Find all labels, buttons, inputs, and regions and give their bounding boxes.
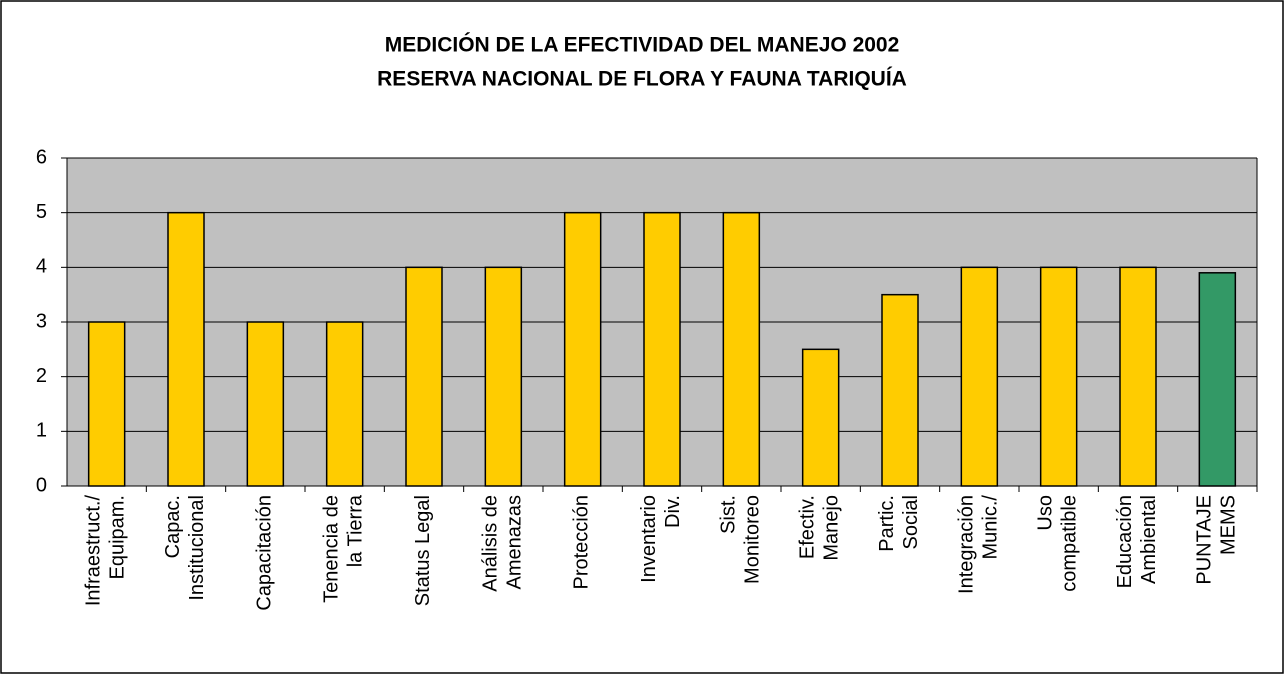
bar: [1119, 266, 1157, 487]
bar: [881, 293, 919, 487]
y-tick-label: 5: [36, 201, 47, 223]
bar: [325, 321, 364, 487]
bar: [801, 348, 840, 487]
x-tick-label: Sist. Monitoreo: [718, 495, 764, 584]
x-tick-label: Tenencia de la Tierra: [321, 494, 367, 603]
y-tick-label: 6: [36, 146, 47, 168]
y-tick-label: 3: [36, 310, 47, 332]
chart-title: MEDICIÓN DE LA EFECTIVIDAD DEL MANEJO 20…: [385, 33, 900, 57]
x-tick-label: Análisis de Amenazas: [480, 495, 526, 592]
chart-subtitle: RESERVA NACIONAL DE FLORA Y FAUNA TARIQU…: [377, 68, 907, 91]
x-tick-label: Uso compatible: [1035, 495, 1081, 592]
x-tick-label: Efectiv. Manejo: [797, 495, 843, 561]
x-tick-label: Integración Munic./: [956, 495, 1002, 594]
x-tick-label: Educación Ambiental: [1114, 495, 1160, 588]
y-tick-label: 0: [36, 474, 47, 496]
y-tick-label: 4: [36, 256, 47, 278]
bar: [563, 211, 602, 487]
x-tick-label: PUNTAJE MEMS: [1194, 495, 1240, 585]
bar: [167, 211, 205, 487]
bar: [1039, 266, 1078, 487]
bar: [87, 321, 126, 487]
bar: [484, 266, 523, 487]
x-tick-label: Inventario Div.: [638, 495, 684, 583]
bar: [960, 266, 999, 487]
bar: [1198, 272, 1237, 487]
bar: [722, 211, 761, 487]
x-tick-label: Capacitación: [254, 495, 276, 611]
x-tick-label: Protección: [571, 495, 593, 590]
bar: [643, 211, 681, 487]
x-tick-label: Partic. Social: [876, 495, 922, 552]
y-tick-label: 1: [36, 420, 47, 442]
bar: [405, 266, 443, 487]
x-tick-label: Infraestruct./Equipam.: [83, 495, 129, 607]
x-tick-label: Capac. Institucional: [162, 495, 208, 601]
x-tick-label: Status Legal: [412, 495, 434, 606]
y-tick-label: 2: [36, 365, 47, 387]
bar: [246, 321, 285, 487]
